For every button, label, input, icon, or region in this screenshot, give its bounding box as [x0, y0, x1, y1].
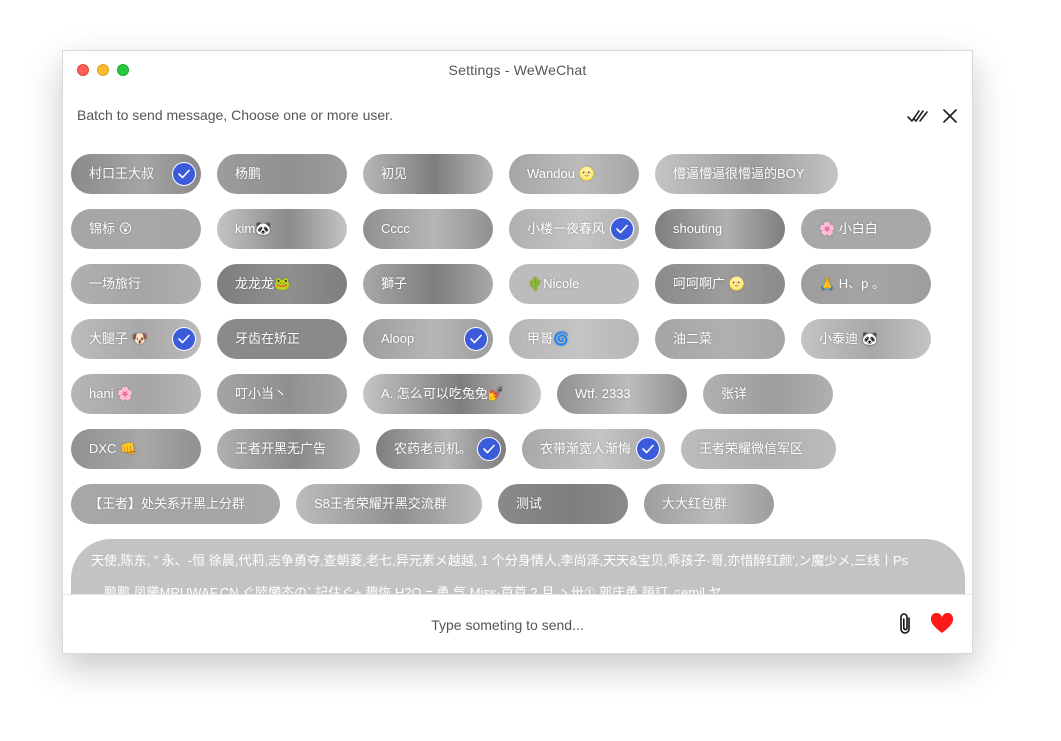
- contact-name: 🌸 小白白: [819, 221, 878, 236]
- contact-name: 锦标 😲: [89, 221, 133, 236]
- contact-chip[interactable]: 王者荣耀微信军区: [681, 429, 836, 469]
- selected-check-icon: [636, 437, 660, 461]
- settings-window: Settings - WeWeChat Batch to send messag…: [62, 50, 973, 654]
- contact-chip[interactable]: 大腿子 🐶: [71, 319, 201, 359]
- contact-chip[interactable]: 小楼一夜春风: [509, 209, 639, 249]
- contact-name: 初见: [381, 166, 408, 181]
- contact-chip[interactable]: 🌸 小白白: [801, 209, 931, 249]
- composer: [63, 594, 972, 653]
- window-maximize-button[interactable]: [117, 64, 129, 76]
- contact-name: 杨鹏: [235, 166, 262, 181]
- contact-name: DXC 👊: [89, 441, 137, 456]
- contact-chip[interactable]: kim🐼: [217, 209, 347, 249]
- contact-name: 牙齿在矫正: [235, 331, 301, 346]
- contact-name: 村口王大叔: [89, 166, 155, 181]
- contact-name: 獅子: [381, 276, 408, 291]
- window-title: Settings - WeWeChat: [448, 62, 587, 78]
- group-members-line-1: 天使,陈东, ” 永、-恒 徐晨,代莉,志争勇夺,查朝菱,老七,异元素メ越越, …: [91, 553, 909, 568]
- contact-name: 🙏 H、p 。: [819, 276, 886, 291]
- contact-name: hani 🌸: [89, 386, 134, 401]
- contact-name: 大大红包群: [662, 496, 728, 511]
- contact-name: shouting: [673, 221, 723, 236]
- heart-icon[interactable]: [930, 612, 954, 635]
- contact-chip[interactable]: 🌵Nicole: [509, 264, 639, 304]
- contact-name: kim🐼: [235, 221, 272, 236]
- contact-chip[interactable]: DXC 👊: [71, 429, 201, 469]
- contact-chip[interactable]: 张详: [703, 374, 833, 414]
- contact-name: Aloop: [381, 331, 415, 346]
- contact-name: 农药老司机。: [394, 441, 473, 456]
- contact-chip[interactable]: 衣带渐宽人渐悔: [522, 429, 665, 469]
- contact-chip[interactable]: Wtf. 2333: [557, 374, 687, 414]
- selected-check-icon: [172, 162, 196, 186]
- contact-chip[interactable]: 王者开黑无广告: [217, 429, 360, 469]
- batch-header: Batch to send message, Choose one or mor…: [77, 105, 962, 127]
- contact-name: S8王者荣耀开黑交流群: [314, 496, 447, 511]
- contact-name: A. 怎么可以吃兔兔💅: [381, 386, 505, 401]
- contact-chip[interactable]: 一场旅行: [71, 264, 201, 304]
- contact-name: 衣带渐宽人渐悔: [540, 441, 632, 456]
- contact-chip[interactable]: 杨鹏: [217, 154, 347, 194]
- contact-chip[interactable]: shouting: [655, 209, 785, 249]
- contact-name: 一场旅行: [89, 276, 142, 291]
- contact-chip[interactable]: 牙齿在矫正: [217, 319, 347, 359]
- contact-chip[interactable]: 油二菜: [655, 319, 785, 359]
- contact-chip[interactable]: A. 怎么可以吃兔兔💅: [363, 374, 541, 414]
- contact-chip[interactable]: 甲哥🌀: [509, 319, 639, 359]
- window-minimize-button[interactable]: [97, 64, 109, 76]
- title-bar[interactable]: Settings - WeWeChat: [63, 51, 972, 89]
- batch-instructions: Batch to send message, Choose one or mor…: [77, 107, 393, 123]
- contact-chip[interactable]: 獅子: [363, 264, 493, 304]
- contact-name: 小楼一夜春风: [527, 221, 606, 236]
- contact-chip[interactable]: 呵呵啊广 🌝: [655, 264, 785, 304]
- paperclip-icon[interactable]: [896, 612, 916, 636]
- contact-name: 王者荣耀微信军区: [699, 441, 804, 456]
- selected-check-icon: [464, 327, 488, 351]
- contact-name: 叮小当丶: [235, 386, 288, 401]
- selected-check-icon: [610, 217, 634, 241]
- contact-name: Cccc: [381, 221, 410, 236]
- message-input[interactable]: [123, 609, 892, 641]
- contact-name: 呵呵啊广 🌝: [673, 276, 745, 291]
- contact-name: 张详: [721, 386, 748, 401]
- selected-check-icon: [477, 437, 501, 461]
- close-icon[interactable]: [938, 105, 962, 127]
- contact-name: 🌵Nicole: [527, 276, 580, 291]
- contact-name: Wtf. 2333: [575, 386, 631, 401]
- contact-chip[interactable]: S8王者荣耀开黑交流群: [296, 484, 482, 524]
- contact-name: 龙龙龙🐸: [235, 276, 291, 291]
- contact-chip[interactable]: 懵逼懵逼很懵逼的BOY: [655, 154, 838, 194]
- selected-check-icon: [172, 327, 196, 351]
- window-close-button[interactable]: [77, 64, 89, 76]
- contact-name: 王者开黑无广告: [235, 441, 327, 456]
- contact-chip[interactable]: 龙龙龙🐸: [217, 264, 347, 304]
- contact-chip[interactable]: hani 🌸: [71, 374, 201, 414]
- contact-name: Wandou 🌝: [527, 166, 595, 181]
- contact-name: 懵逼懵逼很懵逼的BOY: [673, 166, 805, 181]
- contact-chip[interactable]: 锦标 😲: [71, 209, 201, 249]
- contact-chip[interactable]: 村口王大叔: [71, 154, 201, 194]
- contact-name: 【王者】处关系开黑上分群: [89, 496, 246, 511]
- contact-chip[interactable]: Wandou 🌝: [509, 154, 639, 194]
- contact-name: 大腿子 🐶: [89, 331, 148, 346]
- double-check-icon[interactable]: [906, 105, 930, 127]
- contact-chip[interactable]: 叮小当丶: [217, 374, 347, 414]
- contact-name: 油二菜: [673, 331, 713, 346]
- contact-name: 小泰迪 🐼: [819, 331, 878, 346]
- contact-chip[interactable]: 🙏 H、p 。: [801, 264, 931, 304]
- contact-chip[interactable]: 小泰迪 🐼: [801, 319, 931, 359]
- contact-chip[interactable]: Aloop: [363, 319, 493, 359]
- contact-chip[interactable]: 初见: [363, 154, 493, 194]
- contact-chip[interactable]: 【王者】处关系开黑上分群: [71, 484, 280, 524]
- contact-chip[interactable]: 大大红包群: [644, 484, 774, 524]
- contact-name: 测试: [516, 496, 543, 511]
- contact-name: 甲哥🌀: [527, 331, 570, 346]
- contact-chip[interactable]: Cccc: [363, 209, 493, 249]
- contact-chip[interactable]: 测试: [498, 484, 628, 524]
- contact-chip[interactable]: 农药老司机。: [376, 429, 506, 469]
